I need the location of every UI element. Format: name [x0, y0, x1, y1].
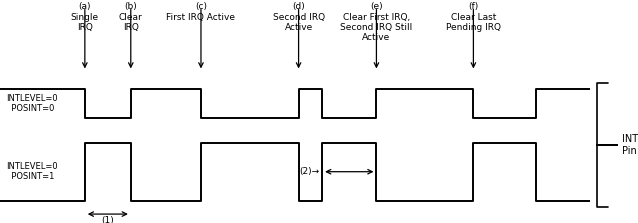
Text: (b)
Clear
IRQ: (b) Clear IRQ — [119, 2, 143, 32]
Text: INT
Pin: INT Pin — [622, 134, 638, 156]
Text: (f)
Clear Last
Pending IRQ: (f) Clear Last Pending IRQ — [446, 2, 501, 32]
Text: (d)
Second IRQ
Active: (d) Second IRQ Active — [272, 2, 325, 32]
Text: (e)
Clear First IRQ,
Second IRQ Still
Active: (e) Clear First IRQ, Second IRQ Still Ac… — [340, 2, 413, 42]
Text: (1): (1) — [101, 216, 114, 223]
Text: (a)
Single
IRQ: (a) Single IRQ — [71, 2, 99, 32]
Text: INTLEVEL=0
  POSINT=1: INTLEVEL=0 POSINT=1 — [6, 162, 58, 181]
Text: (c)
First IRQ Active: (c) First IRQ Active — [167, 2, 235, 22]
Text: (2)→: (2)→ — [299, 167, 319, 176]
Text: INTLEVEL=0
  POSINT=0: INTLEVEL=0 POSINT=0 — [6, 94, 58, 113]
